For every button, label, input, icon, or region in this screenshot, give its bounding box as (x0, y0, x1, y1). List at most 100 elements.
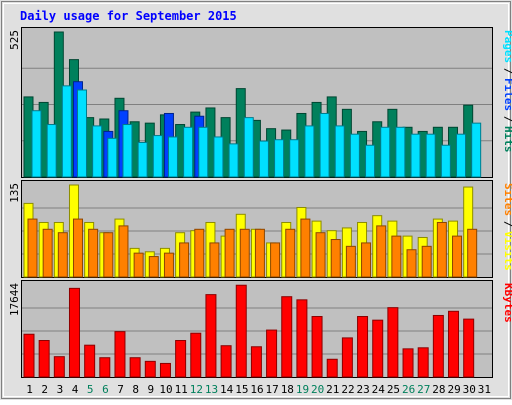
pages-bar-day-2 (46, 124, 57, 178)
kbytes-bar-day-26 (402, 348, 414, 378)
pages-bar-day-22 (349, 133, 360, 178)
hits-panel-legend: Pages / Files / Hits (502, 30, 512, 153)
kbytes-panel-max-label: 17644 (8, 283, 21, 316)
day-label-10: 10 (159, 383, 172, 396)
day-label-2: 2 (41, 383, 48, 396)
kbytes-bar-day-25 (387, 307, 399, 378)
day-label-12: 12 (190, 383, 203, 396)
sites-bar-day-11 (179, 242, 190, 278)
kbytes-panel-legend: KBytes (502, 283, 512, 323)
day-label-20: 20 (311, 383, 324, 396)
pages-bar-day-21 (334, 125, 345, 178)
pages-bar-day-14 (228, 143, 239, 178)
pages-bar-day-27 (425, 133, 436, 178)
sites-bar-day-8 (133, 252, 144, 278)
kbytes-bar-day-27 (417, 347, 429, 378)
day-label-14: 14 (220, 383, 234, 396)
sites-bar-day-27 (421, 245, 432, 278)
day-label-4: 4 (72, 383, 79, 396)
day-label-26: 26 (402, 383, 415, 396)
day-label-23: 23 (357, 383, 370, 396)
legend-item-kbytes: KBytes (502, 283, 512, 323)
visits-panel-legend: Sites / Visits (502, 183, 512, 271)
sites-bar-day-28 (436, 221, 447, 278)
sites-bar-day-3 (57, 232, 68, 278)
visits-panel-bars (22, 184, 492, 278)
pages-bar-day-1 (31, 110, 42, 178)
day-label-6: 6 (102, 383, 109, 396)
kbytes-bar-day-23 (357, 316, 369, 378)
kbytes-bar-day-13 (205, 294, 217, 378)
legend-separator: / (502, 221, 512, 228)
day-label-3: 3 (57, 383, 64, 396)
legend-item-pages: Pages (502, 30, 512, 63)
sites-bar-day-9 (148, 256, 159, 278)
sites-bar-day-26 (406, 249, 417, 278)
day-label-24: 24 (372, 383, 386, 396)
day-axis-labels: 1 2 3 4 5 6 7 8 9 10 11 12 13 14 15 16 17 18 19 20 21 22 23 24 2… (26, 383, 491, 396)
pages-bar-day-12 (198, 126, 209, 178)
day-label-16: 16 (250, 383, 263, 396)
day-label-22: 22 (341, 383, 354, 396)
pages-bar-day-24 (380, 126, 391, 178)
legend-item-visits: Visits (502, 231, 512, 271)
sites-bar-day-20 (315, 232, 326, 278)
legend-item-hits: Hits (502, 126, 512, 153)
sites-bar-day-18 (285, 228, 296, 278)
kbytes-bar-day-2 (38, 340, 50, 378)
kbytes-bar-day-10 (159, 362, 171, 378)
pages-bar-day-18 (289, 139, 300, 178)
pages-bar-day-28 (440, 144, 451, 178)
kbytes-bar-day-18 (281, 296, 293, 378)
chart-outer-border (1, 1, 511, 399)
sites-bar-day-14 (224, 228, 235, 278)
kbytes-bar-day-3 (53, 356, 65, 378)
kbytes-bar-day-24 (372, 319, 384, 378)
day-label-17: 17 (266, 383, 279, 396)
legend-item-files: Files (502, 78, 512, 111)
pages-bar-day-15 (243, 117, 254, 178)
chart-title: Daily usage for September 2015 (20, 9, 237, 23)
kbytes-panel-bars (22, 284, 492, 378)
day-label-5: 5 (87, 383, 94, 396)
day-label-7: 7 (117, 383, 124, 396)
sites-bar-day-13 (209, 242, 220, 278)
pages-bar-day-7 (122, 124, 133, 178)
kbytes-bar-day-22 (341, 337, 353, 378)
day-label-11: 11 (175, 383, 188, 396)
day-label-21: 21 (326, 383, 339, 396)
kbytes-bar-day-1 (23, 333, 35, 378)
legend-separator: / (502, 116, 512, 123)
pages-bar-day-26 (410, 133, 421, 178)
sites-bar-day-2 (42, 228, 53, 278)
pages-bar-day-11 (183, 126, 194, 178)
pages-bar-day-6 (107, 137, 118, 178)
day-label-19: 19 (296, 383, 309, 396)
sites-bar-day-10 (163, 252, 174, 278)
sites-bar-day-30 (467, 228, 478, 278)
kbytes-bar-day-7 (114, 331, 126, 378)
kbytes-bar-day-21 (326, 358, 338, 378)
kbytes-bar-day-15 (235, 284, 247, 378)
sites-bar-day-12 (194, 228, 205, 278)
sites-bar-day-5 (88, 228, 99, 278)
day-label-29: 29 (447, 383, 460, 396)
pages-bar-day-30 (471, 122, 482, 178)
legend-item-sites: Sites (502, 183, 512, 216)
kbytes-bar-day-29 (448, 310, 460, 378)
pages-bar-day-29 (456, 133, 467, 178)
sites-bar-day-23 (361, 242, 372, 278)
sites-bar-day-17 (270, 242, 281, 278)
chart-inner-border (3, 3, 509, 397)
kbytes-bar-day-28 (432, 314, 444, 378)
sites-bar-day-22 (345, 245, 356, 278)
kbytes-bar-day-19 (296, 299, 308, 378)
day-label-28: 28 (432, 383, 445, 396)
sites-bar-day-16 (254, 228, 265, 278)
kbytes-bar-day-17 (266, 329, 278, 378)
day-label-8: 8 (132, 383, 139, 396)
pages-bar-day-4 (76, 89, 87, 178)
kbytes-bar-day-8 (129, 357, 141, 378)
legend-separator: / (502, 68, 512, 75)
kbytes-bar-day-14 (220, 345, 232, 378)
